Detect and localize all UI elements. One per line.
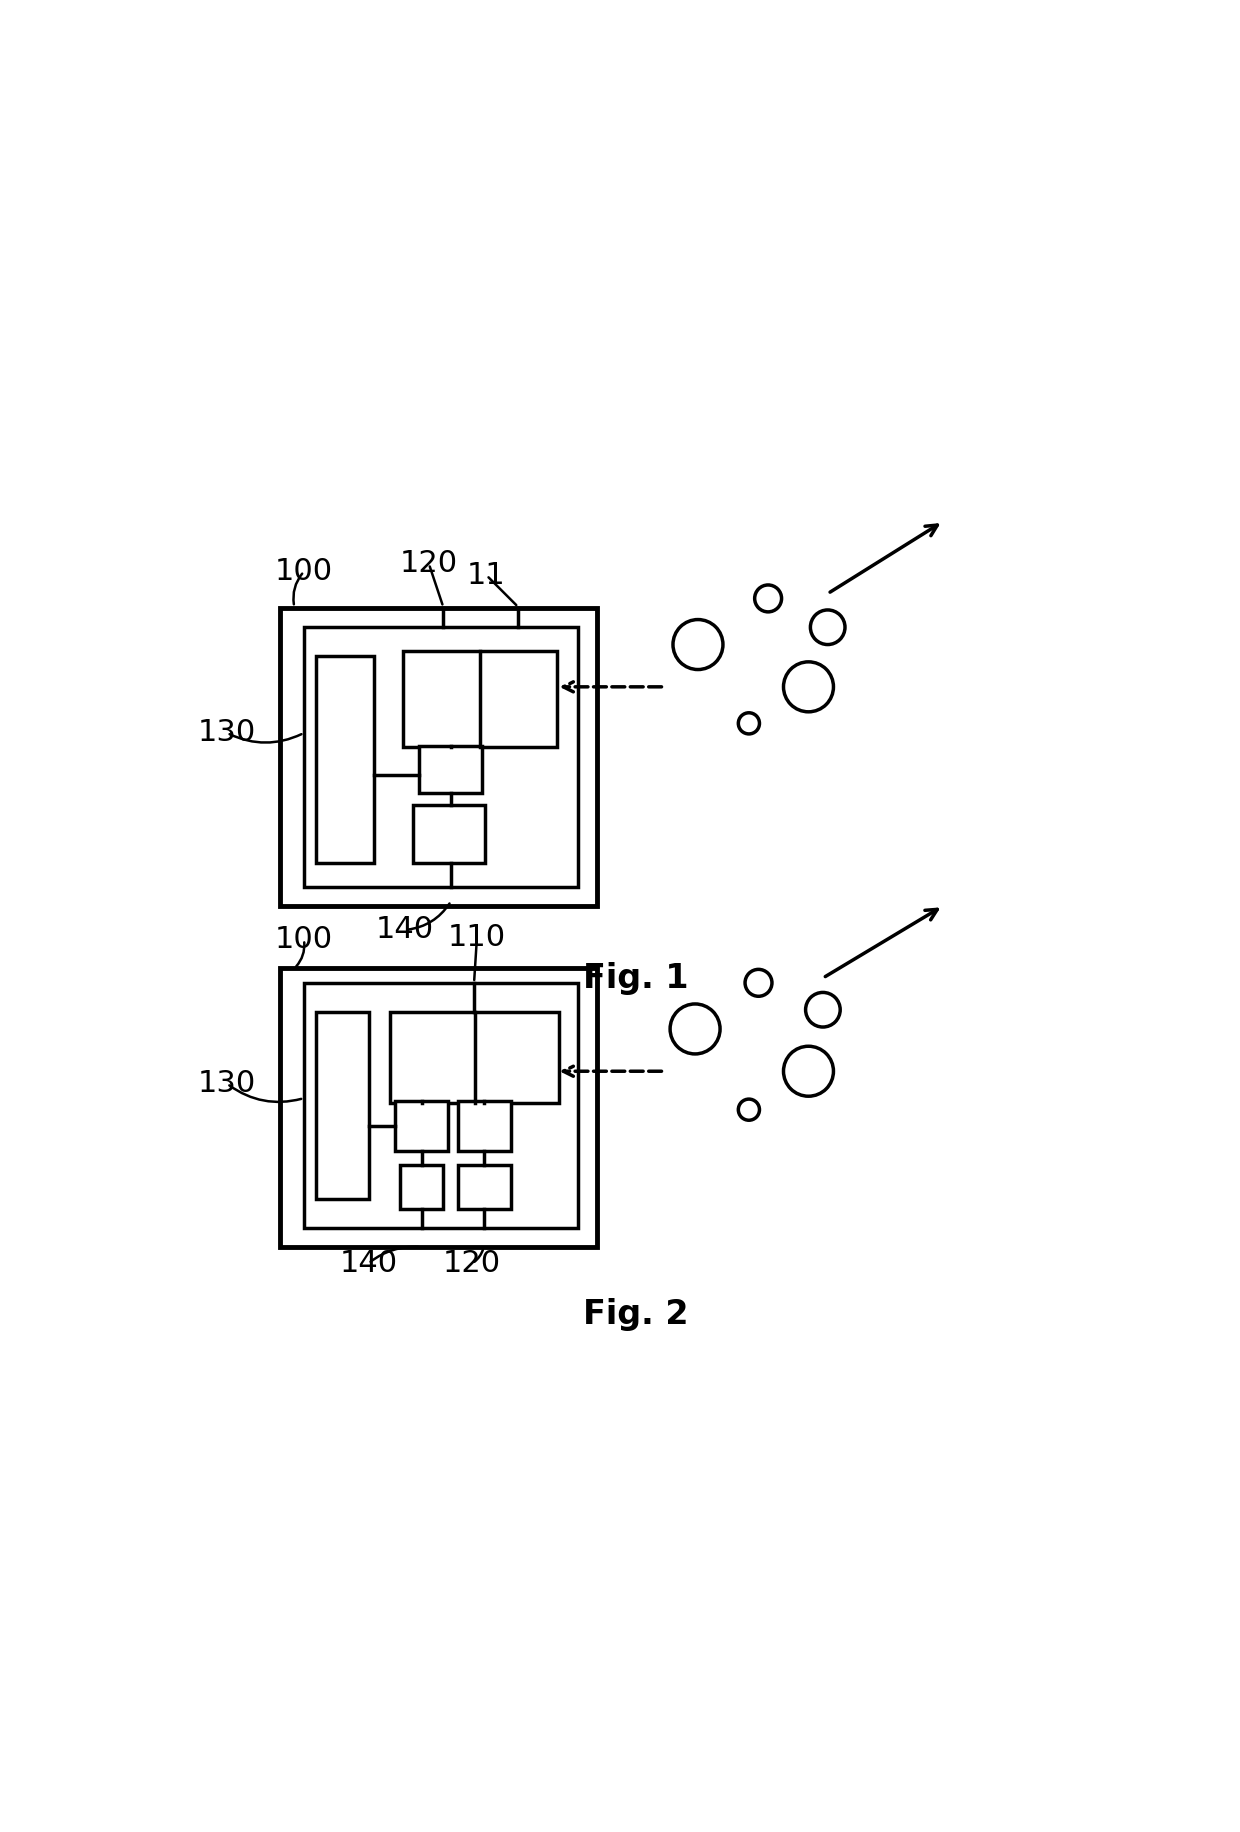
Bar <box>413 804 485 863</box>
Text: 130: 130 <box>198 1070 257 1097</box>
Bar <box>396 1101 448 1150</box>
Bar <box>403 650 557 747</box>
Text: Fig. 1: Fig. 1 <box>583 962 688 995</box>
Bar <box>316 1011 370 1200</box>
Text: Fig. 2: Fig. 2 <box>583 1297 688 1330</box>
Bar <box>391 1011 558 1103</box>
Bar <box>401 1165 444 1209</box>
Text: 110: 110 <box>448 923 506 953</box>
Bar <box>280 608 596 907</box>
Bar <box>316 656 374 863</box>
Bar <box>458 1101 511 1150</box>
Bar <box>419 746 481 793</box>
Text: 140: 140 <box>340 1249 397 1279</box>
Bar <box>280 969 596 1248</box>
Text: 130: 130 <box>198 718 257 747</box>
Bar <box>304 982 578 1227</box>
Bar <box>304 627 578 887</box>
Bar <box>458 1165 511 1209</box>
Text: 140: 140 <box>376 916 434 945</box>
Text: 120: 120 <box>443 1249 501 1279</box>
Text: 100: 100 <box>275 557 334 586</box>
Text: 100: 100 <box>275 925 334 954</box>
Text: 11: 11 <box>467 561 506 590</box>
Text: 120: 120 <box>399 550 458 579</box>
